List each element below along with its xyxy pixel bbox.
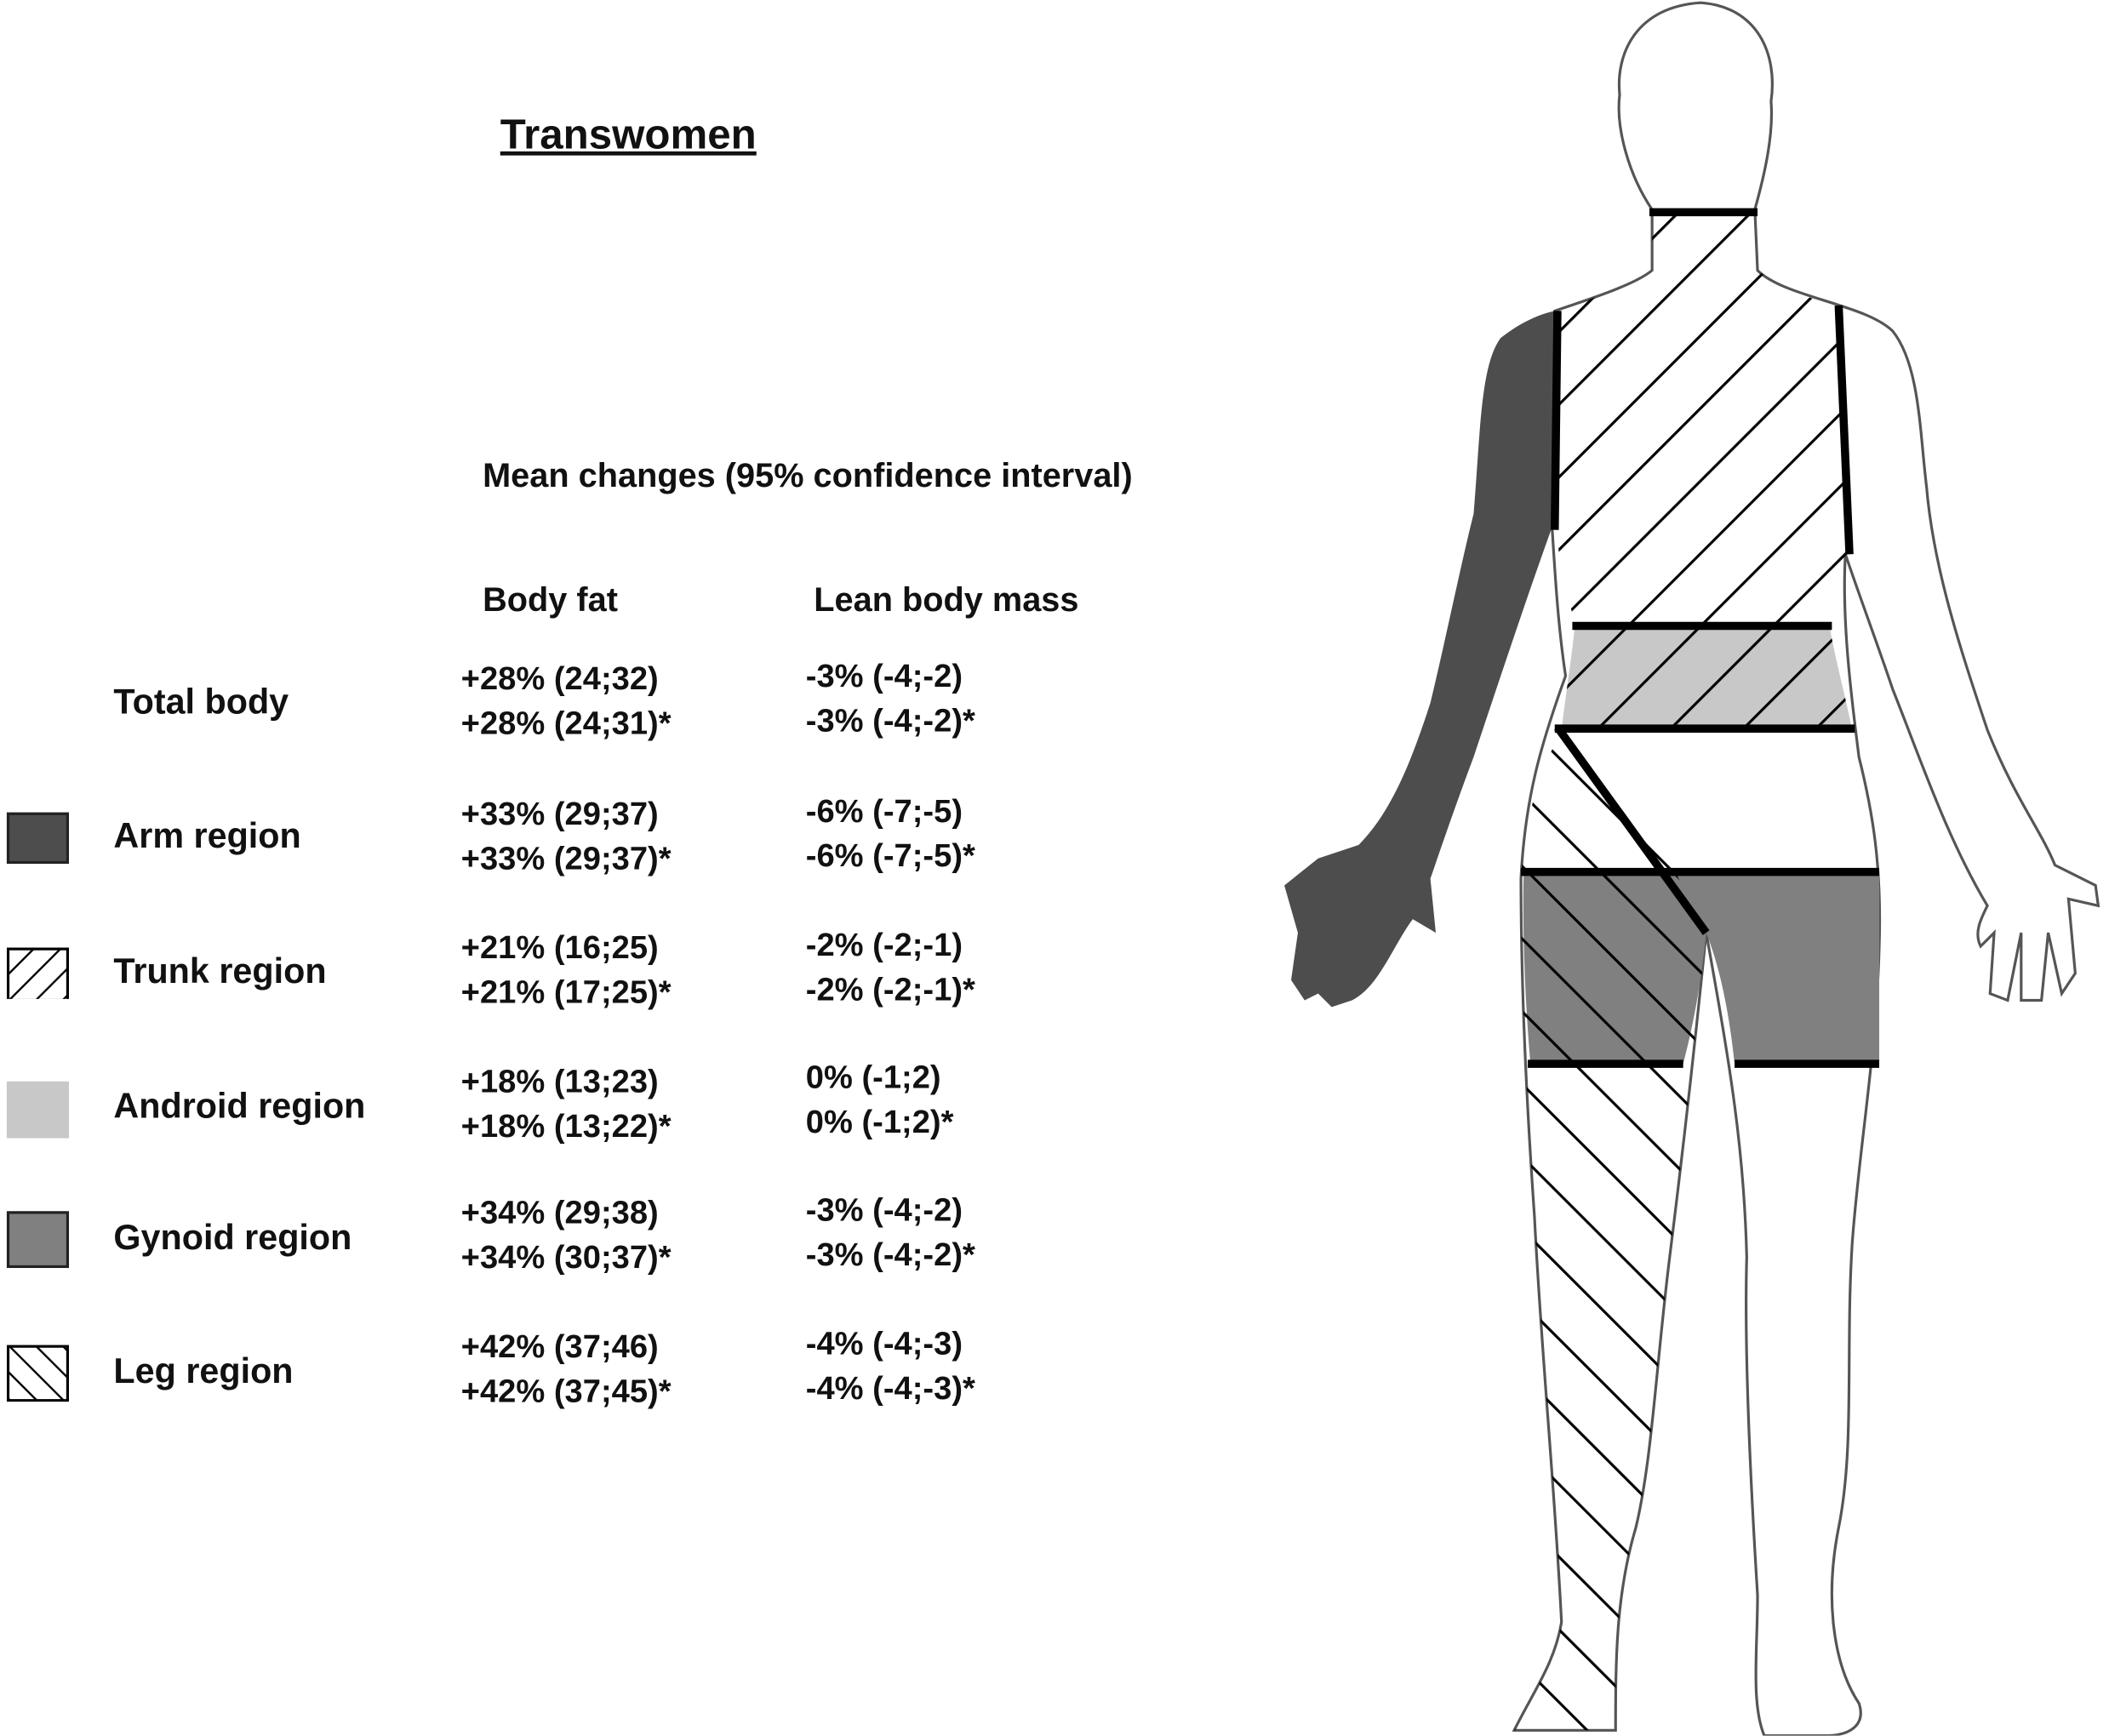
android-swatch [6, 1081, 70, 1139]
lean-mass-value: 0% (-1;2) 0% (-1;2)* [805, 1059, 954, 1141]
region-boundaries [1521, 208, 1880, 1068]
android-region-hatch [1561, 624, 1853, 730]
row-label-arm: Arm region [113, 814, 301, 856]
row-label-leg: Leg region [113, 1350, 294, 1391]
table-subtitle: Mean changes (95% confidence interval) [483, 456, 1133, 495]
lean-mass-value: -2% (-2;-1) -2% (-2;-1)* [805, 927, 975, 1009]
row-label-gynoid: Gynoid region [113, 1216, 352, 1258]
column-header-lean-body-mass: Lean body mass [814, 581, 1079, 620]
body-fat-value: +28% (24;32) +28% (24;31)* [460, 660, 672, 743]
lean-mass-value: -6% (-7;-5) -6% (-7;-5)* [805, 793, 975, 875]
row-label-total-body: Total body [113, 681, 289, 722]
body-fat-value: +34% (29;38) +34% (30;37)* [460, 1195, 672, 1276]
row-label-trunk: Trunk region [113, 950, 327, 991]
gynoid-swatch [6, 1211, 70, 1269]
leg-swatch [6, 1345, 70, 1402]
arm-swatch [6, 812, 70, 865]
lean-mass-value: -3% (-4;-2) -3% (-4;-2)* [805, 658, 975, 740]
row-label-android: Android region [113, 1085, 366, 1127]
column-header-body-fat: Body fat [483, 581, 618, 620]
figure-title: Transwomen [500, 111, 757, 158]
trunk-region-shape [1557, 213, 1850, 625]
body-fat-value: +21% (16;25) +21% (17;25)* [460, 929, 672, 1012]
arm-region-shape [1284, 311, 1555, 1008]
body-fat-value: +42% (37;46) +42% (37;45)* [460, 1328, 672, 1410]
lean-mass-value: -4% (-4;-3) -4% (-4;-3)* [805, 1326, 975, 1408]
lean-mass-value: -3% (-4;-2) -3% (-4;-2)* [805, 1192, 975, 1274]
body-fat-value: +18% (13;23) +18% (13;22)* [460, 1064, 672, 1145]
leg-region-shape [1514, 729, 1706, 1731]
body-fat-value: +33% (29;37) +33% (29;37)* [460, 796, 672, 877]
trunk-swatch [6, 947, 70, 999]
